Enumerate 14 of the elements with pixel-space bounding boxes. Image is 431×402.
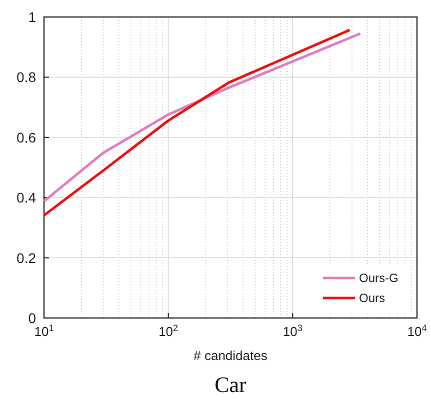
legend-label: Ours-G bbox=[359, 271, 398, 285]
x-tick-label: 10$^{2}$ bbox=[158, 323, 178, 339]
x-tick-label: 10$^{1}$ bbox=[34, 323, 54, 339]
y-tick-label: 0.8 bbox=[16, 69, 36, 86]
y-tick-label: 0.2 bbox=[16, 250, 36, 266]
y-tick-label: 0.6 bbox=[16, 129, 36, 146]
text: Car bbox=[214, 372, 248, 397]
x-axis-title: # candidates bbox=[194, 348, 268, 363]
y-tick-label: 0.4 bbox=[16, 190, 36, 206]
x-tick-label: 10$^{4}$ bbox=[407, 323, 427, 339]
legend-label: Ours bbox=[359, 291, 386, 305]
y-tick-label: 0 bbox=[28, 310, 36, 326]
y-tick-label: 1 bbox=[28, 9, 36, 25]
x-tick-label: 10$^{3}$ bbox=[282, 323, 302, 339]
